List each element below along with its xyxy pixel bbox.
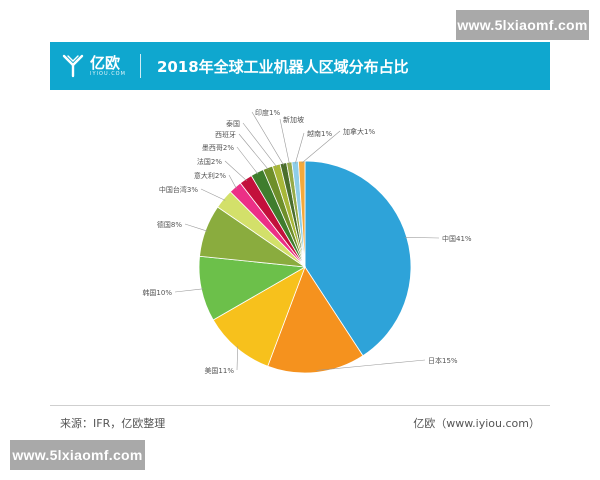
slice-label: 中国台湾3% xyxy=(159,185,198,194)
slice-label: 泰国 xyxy=(226,119,240,128)
leader-line xyxy=(251,111,284,166)
leader-line xyxy=(316,359,426,371)
slice-label: 加拿大1% xyxy=(343,127,375,136)
leader-line xyxy=(224,160,248,182)
leader-line xyxy=(295,132,305,164)
page-title: 2018年全球工业机器人区域分布占比 xyxy=(156,57,409,76)
slice-label: 西班牙 xyxy=(215,130,236,139)
title-banner: 亿欧 IYIOU.COM 2018年全球工业机器人区域分布占比 xyxy=(50,42,550,90)
pie-slice xyxy=(212,266,306,367)
watermark-top: www.5lxiaomf.com xyxy=(456,10,589,40)
pie-slice xyxy=(267,266,364,374)
slice-label: 中国41% xyxy=(442,234,472,243)
header-divider xyxy=(139,54,141,78)
slice-label: 美国11% xyxy=(204,366,234,375)
leader-line xyxy=(301,130,341,164)
footer-site: 亿欧（www.iyiou.com） xyxy=(413,417,540,430)
leader-line xyxy=(174,288,204,293)
logo-icon xyxy=(62,54,84,78)
leader-line xyxy=(238,133,269,170)
leader-line xyxy=(279,118,290,165)
pie-slice xyxy=(297,160,306,268)
slice-label: 韩国10% xyxy=(142,288,172,297)
slice-label: 印度1% xyxy=(255,108,280,117)
logo: 亿欧 IYIOU.COM xyxy=(62,54,126,78)
watermark-bottom: www.5lxiaomf.com xyxy=(10,440,145,470)
slice-label: 墨西哥2% xyxy=(202,144,234,152)
logo-name: 亿欧 xyxy=(90,53,121,72)
slice-label: 日本15% xyxy=(428,356,458,365)
slice-label: 意大利2% xyxy=(194,171,226,180)
slice-label: 法国2% xyxy=(197,157,222,166)
pie-chart: 中国41% 日本15% 美国11% 韩国10% 德国8% 中国台湾3% 意大利2% 法国2% 墨… xyxy=(142,108,472,375)
leader-line xyxy=(242,122,278,168)
footer-source: 来源：IFR，亿欧整理 xyxy=(60,417,166,430)
leader-line xyxy=(200,188,226,201)
slice-label: 新加坡 xyxy=(283,115,304,124)
leader-line xyxy=(184,223,208,232)
footer-divider xyxy=(50,405,550,406)
leader-line xyxy=(236,146,259,175)
leader-line xyxy=(404,237,440,239)
slice-label: 德国8% xyxy=(157,220,182,229)
slice-label: 越南1% xyxy=(307,129,332,138)
logo-subtitle: IYIOU.COM xyxy=(90,70,126,77)
leader-line xyxy=(236,346,238,371)
leader-line xyxy=(228,174,237,189)
